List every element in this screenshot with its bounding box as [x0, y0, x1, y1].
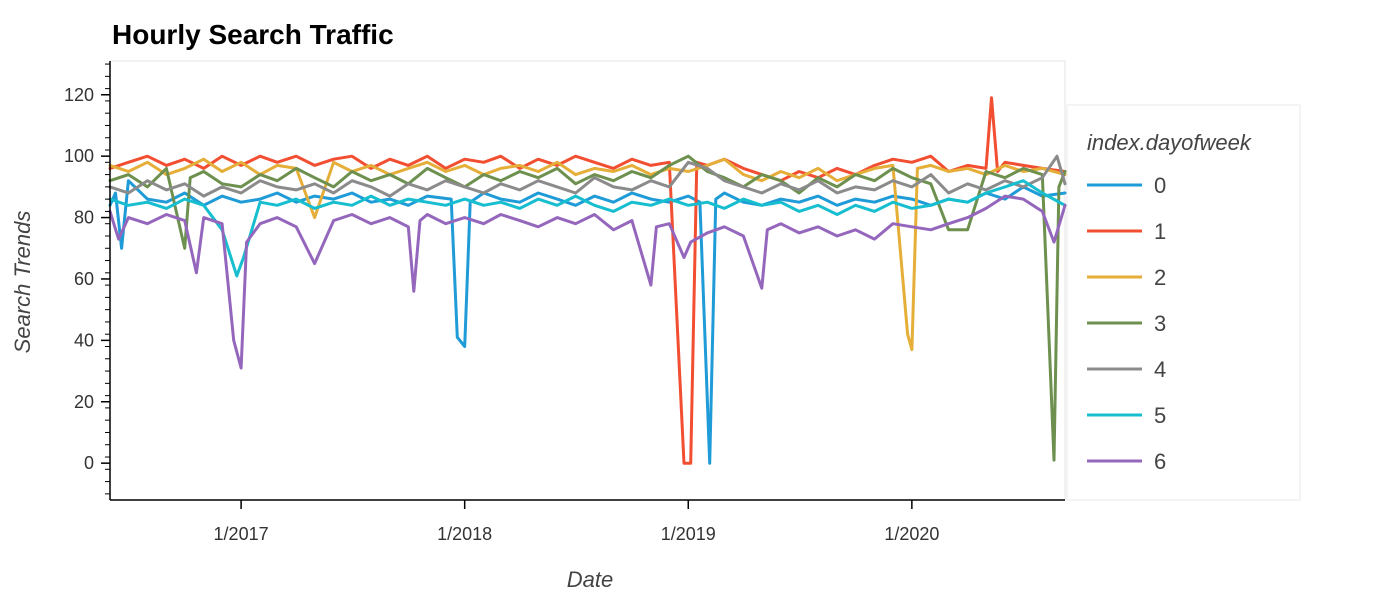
legend-label-1: 1: [1154, 219, 1166, 244]
x-tick-label: 1/2018: [437, 524, 492, 544]
series-line-2: [108, 157, 1067, 352]
y-tick-label: 40: [74, 330, 94, 350]
series-line-1: [108, 96, 1067, 465]
series-line-4: [108, 154, 1067, 198]
y-tick-label: 0: [84, 453, 94, 473]
plot-area: [109, 60, 1066, 501]
y-axis-label: Search Trends: [10, 211, 35, 354]
x-tick-label: 1/2020: [884, 524, 939, 544]
x-tick-label: 1/2017: [214, 524, 269, 544]
legend-label-6: 6: [1154, 449, 1166, 474]
legend-label-4: 4: [1154, 357, 1166, 382]
x-axis-label: Date: [567, 567, 613, 592]
series-layer: [108, 96, 1067, 465]
chart-title: Hourly Search Traffic: [112, 19, 394, 50]
y-tick-label: 20: [74, 392, 94, 412]
y-tick-label: 100: [64, 146, 94, 166]
legend-label-5: 5: [1154, 403, 1166, 428]
legend-label-2: 2: [1154, 265, 1166, 290]
series-line-6: [108, 194, 1067, 370]
legend-title: index.dayofweek: [1087, 130, 1252, 155]
y-tick-label: 120: [64, 85, 94, 105]
x-tick-label: 1/2019: [661, 524, 716, 544]
legend-label-3: 3: [1154, 311, 1166, 336]
legend-box: [1066, 104, 1301, 501]
series-line-3: [108, 154, 1067, 462]
axes-layer: 0 20 40 60 80 100 120 1/2017 1/2018 1/2019 1/2020: [64, 61, 1065, 544]
series-line-5: [108, 179, 1067, 278]
legend-label-0: 0: [1154, 173, 1166, 198]
plot-background: [109, 60, 1066, 501]
y-tick-label: 60: [74, 269, 94, 289]
y-tick-label: 80: [74, 208, 94, 228]
legend: index.dayofweek 0 1 2 3 4 5 6: [1066, 104, 1301, 501]
